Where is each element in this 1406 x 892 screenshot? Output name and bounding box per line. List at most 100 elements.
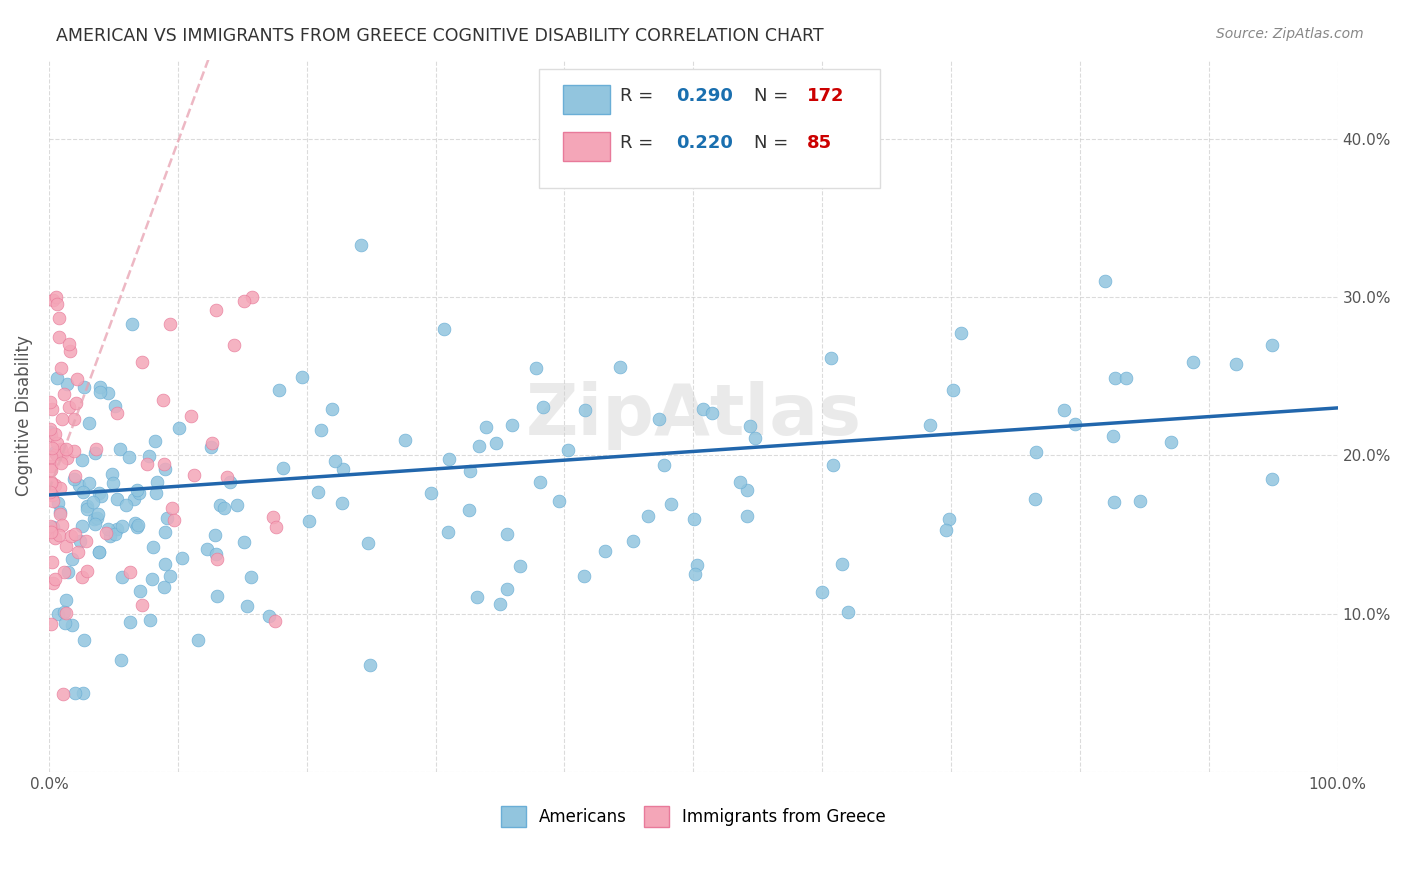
Point <box>686 558 709 572</box>
Point <box>39 450 62 464</box>
Point <box>45 370 67 384</box>
Point <box>97 522 120 536</box>
Point <box>94 526 117 541</box>
Point <box>63 444 86 458</box>
Point <box>298 515 321 529</box>
Point <box>264 614 287 628</box>
Point <box>127 520 149 534</box>
Point <box>60 618 83 632</box>
Point <box>127 483 149 497</box>
Point <box>48 310 70 325</box>
Point <box>60 528 83 542</box>
Point <box>811 585 834 599</box>
Point <box>46 495 69 509</box>
Point <box>489 597 512 611</box>
Point <box>131 599 153 613</box>
Point <box>98 529 121 543</box>
Point <box>159 318 181 332</box>
Point <box>204 527 226 541</box>
Point <box>120 565 142 579</box>
Point <box>744 430 766 444</box>
Point <box>821 458 844 473</box>
Point <box>39 519 62 533</box>
Point <box>39 476 62 491</box>
Point <box>1102 495 1125 509</box>
Text: ZipAtlas: ZipAtlas <box>526 381 862 450</box>
Point <box>39 463 62 477</box>
Point <box>49 456 72 470</box>
Point <box>531 400 554 414</box>
Point <box>468 439 491 453</box>
Point <box>44 445 66 459</box>
Point <box>49 445 72 459</box>
Point <box>266 520 288 534</box>
Point <box>659 498 682 512</box>
Point <box>394 433 416 447</box>
Point <box>291 369 314 384</box>
Point <box>87 486 110 500</box>
Point <box>52 387 75 401</box>
Point <box>350 238 373 252</box>
Point <box>1181 355 1204 369</box>
Point <box>128 486 150 500</box>
Point <box>950 326 973 340</box>
Point <box>820 351 842 366</box>
Point <box>105 492 128 507</box>
Point <box>44 477 66 491</box>
Point <box>56 377 79 392</box>
Point <box>163 513 186 527</box>
FancyBboxPatch shape <box>564 131 610 161</box>
Point <box>42 575 65 590</box>
Point <box>39 475 62 490</box>
Point <box>39 524 62 539</box>
Point <box>1063 417 1085 432</box>
Point <box>42 519 65 533</box>
Point <box>39 616 62 631</box>
Point <box>103 476 125 491</box>
Point <box>458 464 481 478</box>
Point <box>120 615 142 629</box>
Point <box>271 460 294 475</box>
Text: AMERICAN VS IMMIGRANTS FROM GREECE COGNITIVE DISABILITY CORRELATION CHART: AMERICAN VS IMMIGRANTS FROM GREECE COGNI… <box>56 27 824 45</box>
Point <box>152 392 174 407</box>
Point <box>831 557 853 571</box>
Point <box>46 436 69 450</box>
Point <box>918 418 941 433</box>
Point <box>692 402 714 417</box>
Point <box>225 498 247 512</box>
Point <box>935 523 957 537</box>
Point <box>153 462 176 476</box>
Point <box>501 418 523 433</box>
Point <box>66 371 89 385</box>
Point <box>45 290 67 304</box>
Point <box>187 632 209 647</box>
Point <box>39 428 62 442</box>
Point <box>330 496 353 510</box>
Point <box>127 517 149 532</box>
Point <box>212 501 235 516</box>
Point <box>117 450 139 465</box>
Point <box>233 294 256 309</box>
Point <box>637 509 659 524</box>
Point <box>121 317 143 331</box>
Point <box>83 446 105 460</box>
Point <box>76 500 98 514</box>
Point <box>323 453 346 467</box>
Point <box>621 533 644 548</box>
Text: N =: N = <box>754 87 794 105</box>
Point <box>356 536 378 550</box>
Point <box>1025 445 1047 459</box>
Point <box>104 527 127 541</box>
Point <box>83 512 105 526</box>
Point <box>156 511 179 525</box>
Point <box>1094 274 1116 288</box>
Point <box>138 449 160 463</box>
Point <box>46 607 69 621</box>
Point <box>548 493 571 508</box>
Point <box>39 425 62 439</box>
Text: R =: R = <box>620 134 659 152</box>
Point <box>257 608 280 623</box>
Point <box>65 396 87 410</box>
Point <box>332 462 354 476</box>
Point <box>63 686 86 700</box>
